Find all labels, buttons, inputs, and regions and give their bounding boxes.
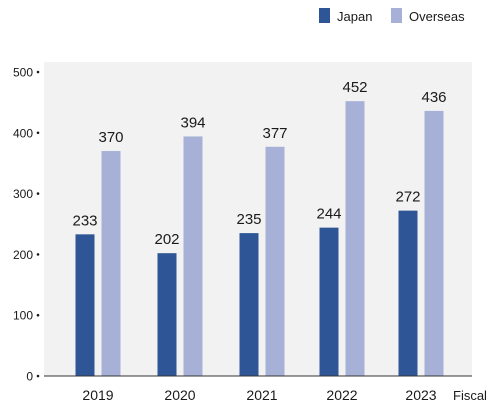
bar-japan bbox=[319, 227, 339, 376]
y-tick-mark bbox=[36, 70, 40, 74]
bar-overseas bbox=[424, 110, 444, 377]
data-label-japan: 272 bbox=[395, 189, 420, 206]
y-tick-label: 500 bbox=[13, 66, 33, 80]
bar-overseas bbox=[101, 151, 121, 376]
data-label-overseas: 436 bbox=[421, 89, 446, 106]
x-tick-label: 2020 bbox=[164, 387, 195, 403]
x-axis-title: Fiscal bbox=[453, 388, 487, 403]
data-label-japan: 202 bbox=[154, 231, 179, 248]
bar-japan bbox=[239, 233, 259, 376]
data-label-japan: 233 bbox=[72, 212, 97, 229]
data-label-overseas: 370 bbox=[98, 129, 123, 146]
y-tick-mark bbox=[36, 131, 40, 135]
bar-overseas bbox=[183, 136, 203, 376]
data-label-overseas: 452 bbox=[342, 79, 367, 96]
x-tick-label: 2021 bbox=[246, 387, 277, 403]
data-label-overseas: 394 bbox=[180, 114, 205, 131]
y-tick-mark bbox=[36, 374, 40, 378]
y-tick-label: 300 bbox=[13, 187, 33, 201]
y-tick-label: 400 bbox=[13, 126, 33, 140]
y-tick-label: 200 bbox=[13, 248, 33, 262]
data-label-japan: 235 bbox=[236, 211, 261, 228]
bars bbox=[75, 101, 444, 377]
legend-label-japan: Japan bbox=[337, 9, 372, 24]
bar-japan bbox=[75, 234, 95, 376]
x-tick-label: 2023 bbox=[405, 387, 436, 403]
bar-overseas bbox=[345, 101, 365, 377]
y-tick-mark bbox=[36, 253, 40, 256]
legend-swatch-japan bbox=[319, 8, 330, 23]
y-axis: 0 100 200 300 400 500 bbox=[13, 66, 40, 384]
x-axis: 2019 2020 2021 2022 2023 bbox=[44, 375, 472, 403]
legend-swatch-overseas bbox=[391, 8, 402, 23]
legend-label-overseas: Overseas bbox=[409, 9, 465, 24]
bar-japan bbox=[157, 253, 177, 376]
y-tick-label: 100 bbox=[13, 309, 33, 323]
bar-overseas bbox=[265, 146, 285, 376]
data-label-overseas: 377 bbox=[262, 125, 287, 142]
bar-japan bbox=[398, 210, 418, 376]
legend: Japan Overseas bbox=[319, 8, 465, 24]
x-tick-label: 2022 bbox=[326, 387, 357, 403]
y-tick-mark bbox=[36, 313, 40, 317]
x-tick-label: 2019 bbox=[82, 387, 113, 403]
y-tick-label: 0 bbox=[26, 370, 33, 384]
bar-labels: 233 202 235 244 272 370 394 377 452 436 bbox=[72, 79, 446, 248]
y-tick-mark bbox=[36, 192, 40, 195]
data-label-japan: 244 bbox=[316, 206, 341, 223]
